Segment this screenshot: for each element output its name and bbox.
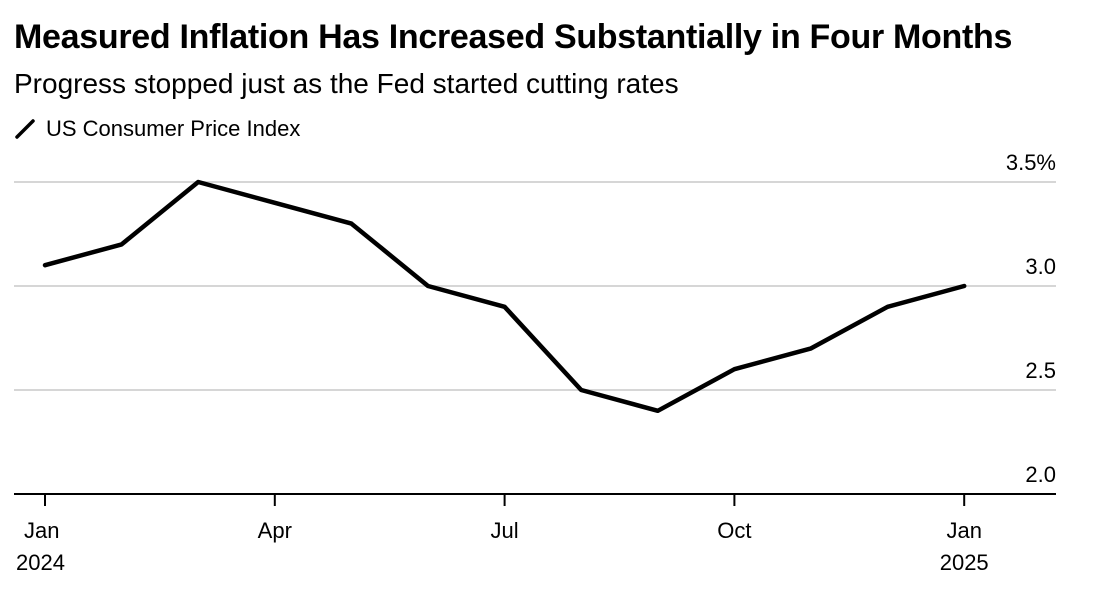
- legend-label: US Consumer Price Index: [46, 116, 301, 141]
- x-tick-year-label: 2024: [16, 550, 65, 575]
- x-axis-tick-labels: Jan 2024 Apr Jul Oct Jan 2025: [16, 518, 989, 575]
- chart-title: Measured Inflation Has Increased Substan…: [14, 18, 1013, 56]
- y-tick-label: 3.5%: [1006, 150, 1056, 175]
- y-tick-label: 2.5: [1025, 358, 1056, 383]
- series-lines: [42, 179, 967, 414]
- legend-line-icon: [15, 119, 35, 139]
- x-tick-label: Apr: [258, 518, 292, 543]
- x-tick-label: Jan: [24, 518, 59, 543]
- y-tick-label: 2.0: [1025, 462, 1056, 487]
- series-line: [42, 179, 967, 414]
- x-tick-year-label: 2025: [940, 550, 989, 575]
- chart-legend: US Consumer Price Index: [14, 116, 300, 142]
- x-axis: [14, 493, 1056, 506]
- x-tick-label: Jan: [946, 518, 981, 543]
- chart-subtitle: Progress stopped just as the Fed started…: [14, 68, 679, 99]
- y-tick-label: 3.0: [1025, 254, 1056, 279]
- grid-lines: [14, 181, 1056, 391]
- x-tick-label: Jul: [491, 518, 519, 543]
- x-tick-label: Oct: [717, 518, 751, 543]
- y-axis-tick-labels: 2.0 2.5 3.0 3.5%: [1006, 150, 1056, 487]
